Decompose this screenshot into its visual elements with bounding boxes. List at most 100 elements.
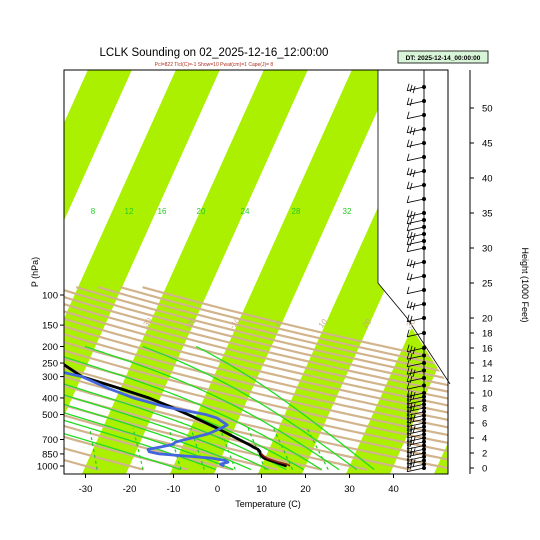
dry-adiabat xyxy=(97,286,448,374)
wind-barb-flag xyxy=(412,436,416,445)
wind-barb-flag xyxy=(406,237,410,245)
wind-barb xyxy=(407,170,425,176)
wind-barb-flag xyxy=(409,353,413,361)
p-tick-label: 400 xyxy=(42,393,58,404)
wind-barb xyxy=(407,422,425,428)
dry-adiabat xyxy=(64,295,448,393)
dry-adiabat xyxy=(64,435,189,471)
p-tick-label: 150 xyxy=(42,321,58,332)
wind-barb-flag xyxy=(406,153,410,161)
wind-barb xyxy=(407,226,425,232)
x-tick-label: 0 xyxy=(215,484,220,495)
wind-barb xyxy=(407,430,425,435)
wind-barb xyxy=(407,370,425,375)
wind-panel-background xyxy=(378,70,448,384)
wind-barb-flag xyxy=(412,448,416,456)
moist-adiabat-label: 8 xyxy=(91,207,96,216)
mixing-ratio-line xyxy=(89,427,98,470)
wind-barb xyxy=(407,347,425,353)
series-line xyxy=(64,351,288,468)
height-tick-label: 35 xyxy=(482,209,493,220)
wind-barb xyxy=(407,445,425,450)
wind-barb-flag xyxy=(406,329,410,337)
wind-barb-flag xyxy=(406,460,410,469)
moist-adiabat xyxy=(64,356,322,471)
wind-barb-flag xyxy=(409,273,413,282)
x-axis: -30 -20 -10 0 10 20 30 40 xyxy=(79,474,399,495)
wind-barb-flag xyxy=(409,238,413,247)
wind-barb-flag xyxy=(406,397,410,405)
wind-barb-flag xyxy=(406,230,410,238)
height-tick-label: 16 xyxy=(482,344,493,355)
x-tick-label: 40 xyxy=(388,484,399,495)
height-tick-label: 10 xyxy=(482,389,493,400)
wind-barb xyxy=(407,198,425,204)
height-tick-label: 0 xyxy=(482,464,487,475)
wind-barb xyxy=(407,426,425,431)
wind-barb-flag xyxy=(409,140,413,149)
wind-barb-flag xyxy=(406,272,410,280)
wind-barb-flag xyxy=(409,168,413,177)
wind-barb-flag xyxy=(409,217,413,226)
dry-adiabat xyxy=(64,447,144,471)
plot-frame xyxy=(63,69,449,475)
p-tick-label: 500 xyxy=(42,410,58,421)
height-tick-label: 20 xyxy=(482,314,493,325)
wind-barb-flag xyxy=(409,231,413,240)
wind-barb-flag xyxy=(406,427,410,435)
dry-adiabat xyxy=(64,375,448,470)
wind-barb-flag xyxy=(406,393,410,401)
wind-barb xyxy=(407,418,425,424)
dry-adiabat xyxy=(120,286,448,368)
dry-adiabat xyxy=(64,357,448,453)
wind-barb-flag xyxy=(406,438,410,446)
x-tick-label: 10 xyxy=(256,484,267,495)
wind-barb xyxy=(407,219,425,225)
wind-barb xyxy=(407,433,425,439)
dry-adiabat xyxy=(64,349,448,445)
wind-barb-flag xyxy=(409,182,413,191)
wind-barb xyxy=(407,411,425,416)
dry-adiabat xyxy=(64,341,448,437)
wind-barb-flag xyxy=(406,453,410,461)
wind-barb-flag xyxy=(406,352,410,360)
wind-barb-flag xyxy=(412,302,416,311)
wind-barb-flag xyxy=(406,423,410,431)
height-tick-label: 4 xyxy=(482,434,487,445)
dry-adiabat xyxy=(64,325,448,421)
wind-barb-flag xyxy=(412,459,416,467)
wind-barb-flag xyxy=(406,404,410,412)
wind-barb-flag xyxy=(406,442,410,450)
wind-barb-flag xyxy=(412,232,416,241)
wind-barb xyxy=(407,452,425,458)
height-tick-label: 2 xyxy=(482,449,487,460)
p-tick-label: 700 xyxy=(42,435,58,446)
mixing-ratio-line xyxy=(168,427,182,470)
chart-title: LCLK Sounding on 02_2025-12-16_12:00:00 xyxy=(100,47,329,59)
wind-barb xyxy=(407,448,425,454)
x-tick-label: -20 xyxy=(123,484,137,495)
dry-adiabat xyxy=(64,394,367,471)
moist-adiabat-label: 20 xyxy=(197,207,206,216)
moist-adiabat-label: 32 xyxy=(343,207,352,216)
wind-barb-flag xyxy=(406,111,410,119)
isotherm-band xyxy=(0,60,48,484)
moist-adiabat xyxy=(142,345,358,471)
x-tick-label: -30 xyxy=(79,484,93,495)
dry-adiabat xyxy=(64,366,448,461)
mixing-ratio-line xyxy=(272,427,294,470)
wind-barb xyxy=(407,261,425,267)
wind-barb-flag xyxy=(406,408,410,416)
wind-barb-flag xyxy=(406,449,410,457)
p-tick-label: 1000 xyxy=(37,462,58,473)
wind-barb xyxy=(407,392,425,398)
wind-barbs xyxy=(406,70,426,473)
wind-barb xyxy=(407,355,425,360)
wind-barb xyxy=(407,233,425,239)
wind-barb xyxy=(407,362,425,368)
wind-barb xyxy=(407,456,425,461)
moist-adiabat-label: 28 xyxy=(292,207,301,216)
wind-barb-flag xyxy=(406,139,410,147)
wind-barb xyxy=(407,156,425,162)
wind-barb xyxy=(407,100,425,106)
